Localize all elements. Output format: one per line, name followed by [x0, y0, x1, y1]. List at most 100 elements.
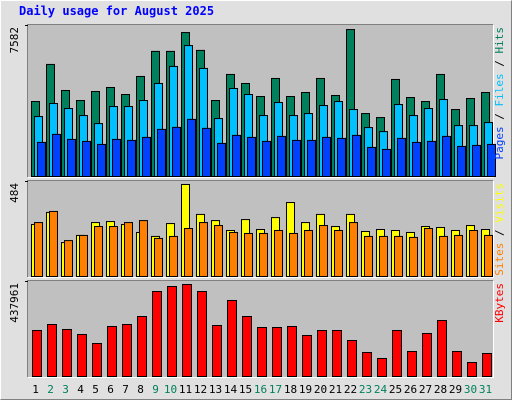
bar: [457, 145, 466, 178]
bar: [167, 286, 177, 377]
legend-separator: /: [493, 54, 506, 74]
bar: [139, 220, 148, 278]
bar: [77, 333, 87, 378]
legend: KBytes: [493, 283, 506, 323]
bar: [467, 362, 477, 378]
x-tick-label: 24: [374, 383, 388, 396]
bar: [112, 138, 121, 178]
plot-border-light: [27, 180, 494, 278]
bar: [277, 135, 286, 177]
x-tick-label: 22: [344, 383, 357, 396]
bar: [172, 126, 181, 177]
bar: [337, 137, 346, 177]
x-tick-label: 14: [224, 383, 238, 396]
plot-border-dark: [27, 180, 494, 278]
bar: [322, 136, 331, 178]
bar: [392, 330, 402, 377]
plot-border-dark: [27, 24, 494, 178]
plot-border-dark: [27, 280, 494, 378]
bar: [122, 323, 132, 377]
x-tick-label: 17: [269, 383, 282, 396]
x-tick-label: 26: [404, 383, 417, 396]
x-tick-label: 3: [62, 383, 69, 396]
bar: [109, 226, 118, 278]
bar: [332, 330, 342, 377]
bar: [262, 140, 271, 177]
bar: [289, 232, 298, 278]
x-tick-label: 29: [449, 383, 462, 396]
legend: Sites / Visits: [493, 183, 506, 276]
bar: [67, 138, 76, 178]
bar: [394, 235, 403, 278]
bar: [427, 140, 436, 177]
bar: [472, 144, 481, 177]
bar: [409, 236, 418, 277]
legend-entry: Files: [493, 73, 506, 106]
chart-title: Daily usage for August 2025: [19, 4, 214, 18]
bar: [484, 234, 493, 277]
bar: [259, 232, 268, 278]
bar: [232, 134, 241, 177]
bar: [199, 222, 208, 277]
bar: [292, 139, 301, 177]
bar: [227, 299, 237, 377]
bar: [242, 315, 252, 378]
x-tick-label: 13: [209, 383, 222, 396]
x-tick-label: 15: [239, 383, 252, 396]
x-tick-label: 2: [47, 383, 54, 396]
legend-entry: Hits: [493, 27, 506, 54]
bar: [184, 228, 193, 278]
bar: [217, 142, 226, 177]
bar: [379, 235, 388, 278]
y-tick-label: 437961: [8, 283, 21, 323]
bar: [307, 139, 316, 177]
bar: [302, 335, 312, 377]
legend-entry: KBytes: [493, 283, 506, 323]
bar: [169, 235, 178, 278]
bar: [452, 351, 462, 378]
x-tick-label: 1: [32, 383, 39, 396]
bar: [79, 234, 88, 277]
bar: [422, 333, 432, 378]
plot-border-light: [27, 280, 494, 378]
x-tick-label: 9: [152, 383, 159, 396]
x-tick-label: 23: [359, 383, 372, 396]
bar: [92, 343, 102, 377]
bar: [407, 351, 417, 378]
bar: [244, 232, 253, 278]
x-tick-label: 31: [479, 383, 492, 396]
y-tick-label: 484: [8, 183, 21, 203]
bar: [347, 339, 357, 378]
x-tick-label: 16: [254, 383, 267, 396]
legend-entry: Visits: [493, 183, 506, 223]
x-tick-label: 30: [464, 383, 477, 396]
bar: [412, 141, 421, 178]
x-tick-label: 6: [107, 383, 114, 396]
bar: [439, 235, 448, 278]
bar: [124, 222, 133, 277]
bar: [349, 222, 358, 277]
bar: [482, 352, 492, 377]
bar: [247, 136, 256, 178]
x-tick-label: 25: [389, 383, 402, 396]
legend: Pages / Files / Hits: [493, 27, 506, 160]
bar: [454, 234, 463, 277]
y-tick-label: 7582: [8, 27, 21, 54]
x-tick-label: 18: [284, 383, 297, 396]
bar: [334, 229, 343, 277]
bar: [367, 146, 376, 177]
bar: [62, 328, 72, 377]
bar: [107, 325, 117, 377]
bar: [424, 228, 433, 278]
bar: [49, 210, 58, 277]
bar: [34, 222, 43, 277]
x-tick-label: 11: [179, 383, 192, 396]
bar: [154, 237, 163, 277]
bar: [364, 235, 373, 278]
legend-entry: Sites: [493, 243, 506, 276]
bar: [469, 229, 478, 277]
bar: [272, 327, 282, 378]
bar: [442, 135, 451, 177]
